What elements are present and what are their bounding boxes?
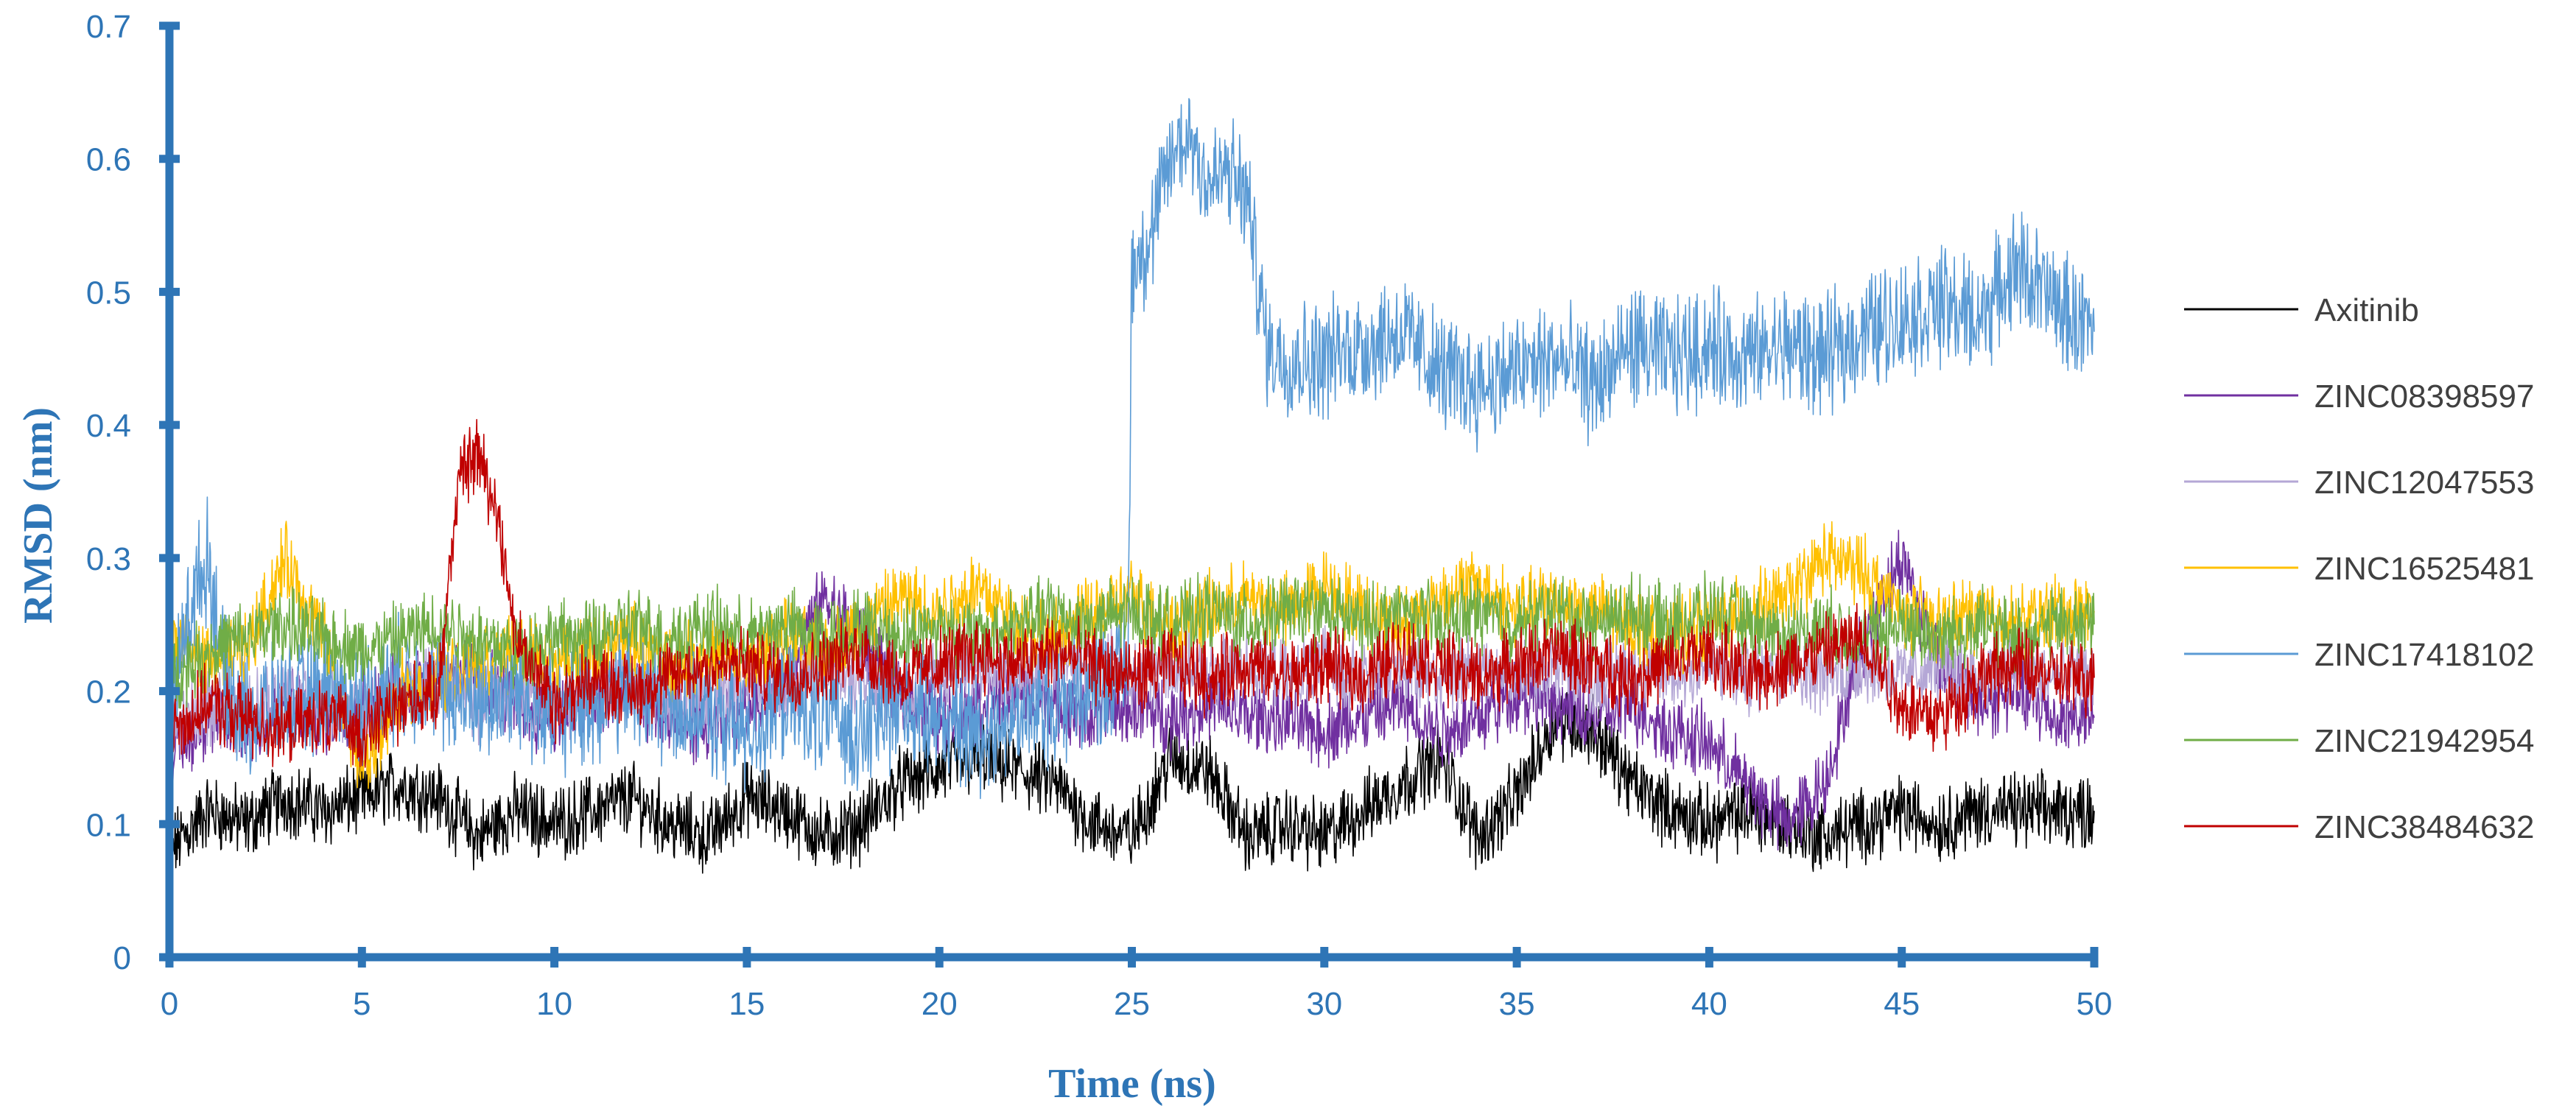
x-axis-title: Time (ns)	[1048, 1061, 1216, 1107]
x-tick-label: 45	[1884, 986, 1920, 1022]
legend-label: ZINC12047553	[2314, 465, 2534, 501]
series-line-zinc17418102	[169, 98, 2095, 800]
y-axis-title: RMSD (nm)	[15, 407, 61, 624]
x-tick-label: 35	[1499, 986, 1535, 1022]
legend-label: ZINC21942954	[2314, 723, 2534, 759]
y-tick-label: 0.6	[86, 142, 131, 178]
x-tick-label: 0	[161, 986, 178, 1022]
series-layer	[169, 98, 2095, 874]
y-tick-label: 0.7	[86, 9, 131, 45]
legend-label: ZINC08398597	[2314, 378, 2534, 415]
legend-label: ZINC17418102	[2314, 637, 2534, 673]
x-tick-label: 15	[729, 986, 765, 1022]
y-tick-label: 0.3	[86, 541, 131, 577]
x-tick-label: 30	[1306, 986, 1342, 1022]
x-tick-label: 40	[1691, 986, 1727, 1022]
x-tick-label: 20	[922, 986, 958, 1022]
legend-label: ZINC16525481	[2314, 551, 2534, 587]
series-line-zinc38484632	[169, 419, 2095, 772]
series-line-zinc21942954	[169, 570, 2095, 713]
y-tick-label: 0.2	[86, 674, 131, 711]
ticks-layer: 0 5 10 15 20 25 30 35 40 45 50 0 0.1 0.2 0.3 0.4 0.5 0.6 0…	[86, 9, 2113, 1022]
x-tick-label: 25	[1114, 986, 1150, 1022]
y-tick-label: 0.1	[86, 807, 131, 843]
x-tick-label: 10	[536, 986, 572, 1022]
legend-label: Axitinib	[2314, 292, 2419, 328]
y-tick-label: 0	[113, 940, 131, 976]
y-tick-label: 0.5	[86, 275, 131, 311]
y-tick-label: 0.4	[86, 408, 131, 444]
x-tick-label: 50	[2077, 986, 2113, 1022]
axes-layer	[165, 26, 2094, 962]
legend-label: ZINC38484632	[2314, 809, 2534, 845]
legend: Axitinib ZINC08398597 ZINC12047553 ZINC1652…	[2184, 292, 2534, 845]
x-tick-label: 5	[353, 986, 371, 1022]
